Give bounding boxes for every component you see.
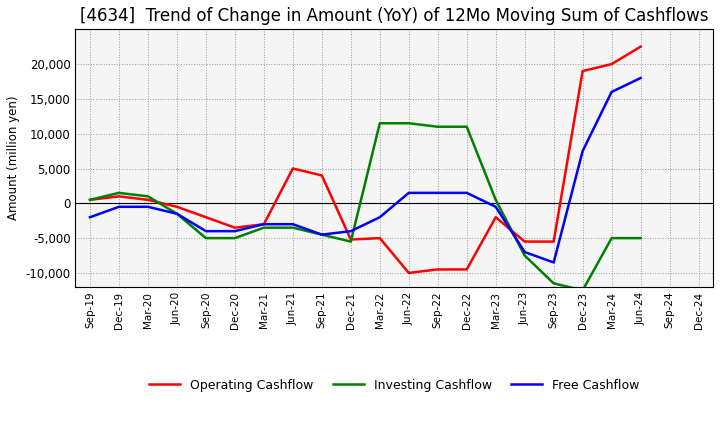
Investing Cashflow	[549, 281, 558, 286]
Free Cashflow	[521, 249, 529, 255]
Free Cashflow	[114, 204, 123, 209]
Operating Cashflow	[289, 166, 297, 171]
Free Cashflow	[173, 211, 181, 216]
Free Cashflow	[86, 215, 94, 220]
Operating Cashflow	[202, 215, 210, 220]
Investing Cashflow	[636, 235, 645, 241]
Operating Cashflow	[318, 173, 326, 178]
Operating Cashflow	[375, 235, 384, 241]
Investing Cashflow	[462, 124, 471, 129]
Investing Cashflow	[173, 211, 181, 216]
Line: Investing Cashflow: Investing Cashflow	[90, 123, 641, 290]
Free Cashflow	[346, 228, 355, 234]
Operating Cashflow	[346, 237, 355, 242]
Operating Cashflow	[636, 44, 645, 49]
Investing Cashflow	[259, 225, 268, 230]
Operating Cashflow	[173, 204, 181, 209]
Free Cashflow	[491, 204, 500, 209]
Free Cashflow	[607, 89, 616, 95]
Line: Free Cashflow: Free Cashflow	[90, 78, 641, 263]
Operating Cashflow	[462, 267, 471, 272]
Investing Cashflow	[375, 121, 384, 126]
Investing Cashflow	[230, 235, 239, 241]
Free Cashflow	[549, 260, 558, 265]
Free Cashflow	[259, 222, 268, 227]
Operating Cashflow	[521, 239, 529, 244]
Investing Cashflow	[318, 232, 326, 237]
Investing Cashflow	[114, 190, 123, 195]
Operating Cashflow	[405, 270, 413, 275]
Operating Cashflow	[86, 197, 94, 202]
Free Cashflow	[289, 222, 297, 227]
Investing Cashflow	[289, 225, 297, 230]
Investing Cashflow	[521, 253, 529, 258]
Investing Cashflow	[86, 197, 94, 202]
Y-axis label: Amount (million yen): Amount (million yen)	[7, 96, 20, 220]
Free Cashflow	[375, 215, 384, 220]
Free Cashflow	[636, 75, 645, 81]
Investing Cashflow	[578, 288, 587, 293]
Investing Cashflow	[491, 197, 500, 202]
Free Cashflow	[405, 190, 413, 195]
Free Cashflow	[318, 232, 326, 237]
Free Cashflow	[462, 190, 471, 195]
Operating Cashflow	[230, 225, 239, 230]
Operating Cashflow	[143, 197, 152, 202]
Investing Cashflow	[405, 121, 413, 126]
Free Cashflow	[143, 204, 152, 209]
Free Cashflow	[433, 190, 442, 195]
Free Cashflow	[578, 148, 587, 154]
Operating Cashflow	[114, 194, 123, 199]
Legend: Operating Cashflow, Investing Cashflow, Free Cashflow: Operating Cashflow, Investing Cashflow, …	[144, 374, 644, 396]
Investing Cashflow	[143, 194, 152, 199]
Investing Cashflow	[607, 235, 616, 241]
Investing Cashflow	[346, 239, 355, 244]
Operating Cashflow	[607, 62, 616, 67]
Operating Cashflow	[259, 222, 268, 227]
Investing Cashflow	[202, 235, 210, 241]
Title: [4634]  Trend of Change in Amount (YoY) of 12Mo Moving Sum of Cashflows: [4634] Trend of Change in Amount (YoY) o…	[80, 7, 708, 25]
Operating Cashflow	[549, 239, 558, 244]
Free Cashflow	[202, 228, 210, 234]
Operating Cashflow	[491, 215, 500, 220]
Investing Cashflow	[433, 124, 442, 129]
Operating Cashflow	[578, 68, 587, 73]
Free Cashflow	[230, 228, 239, 234]
Operating Cashflow	[433, 267, 442, 272]
Line: Operating Cashflow: Operating Cashflow	[90, 47, 641, 273]
